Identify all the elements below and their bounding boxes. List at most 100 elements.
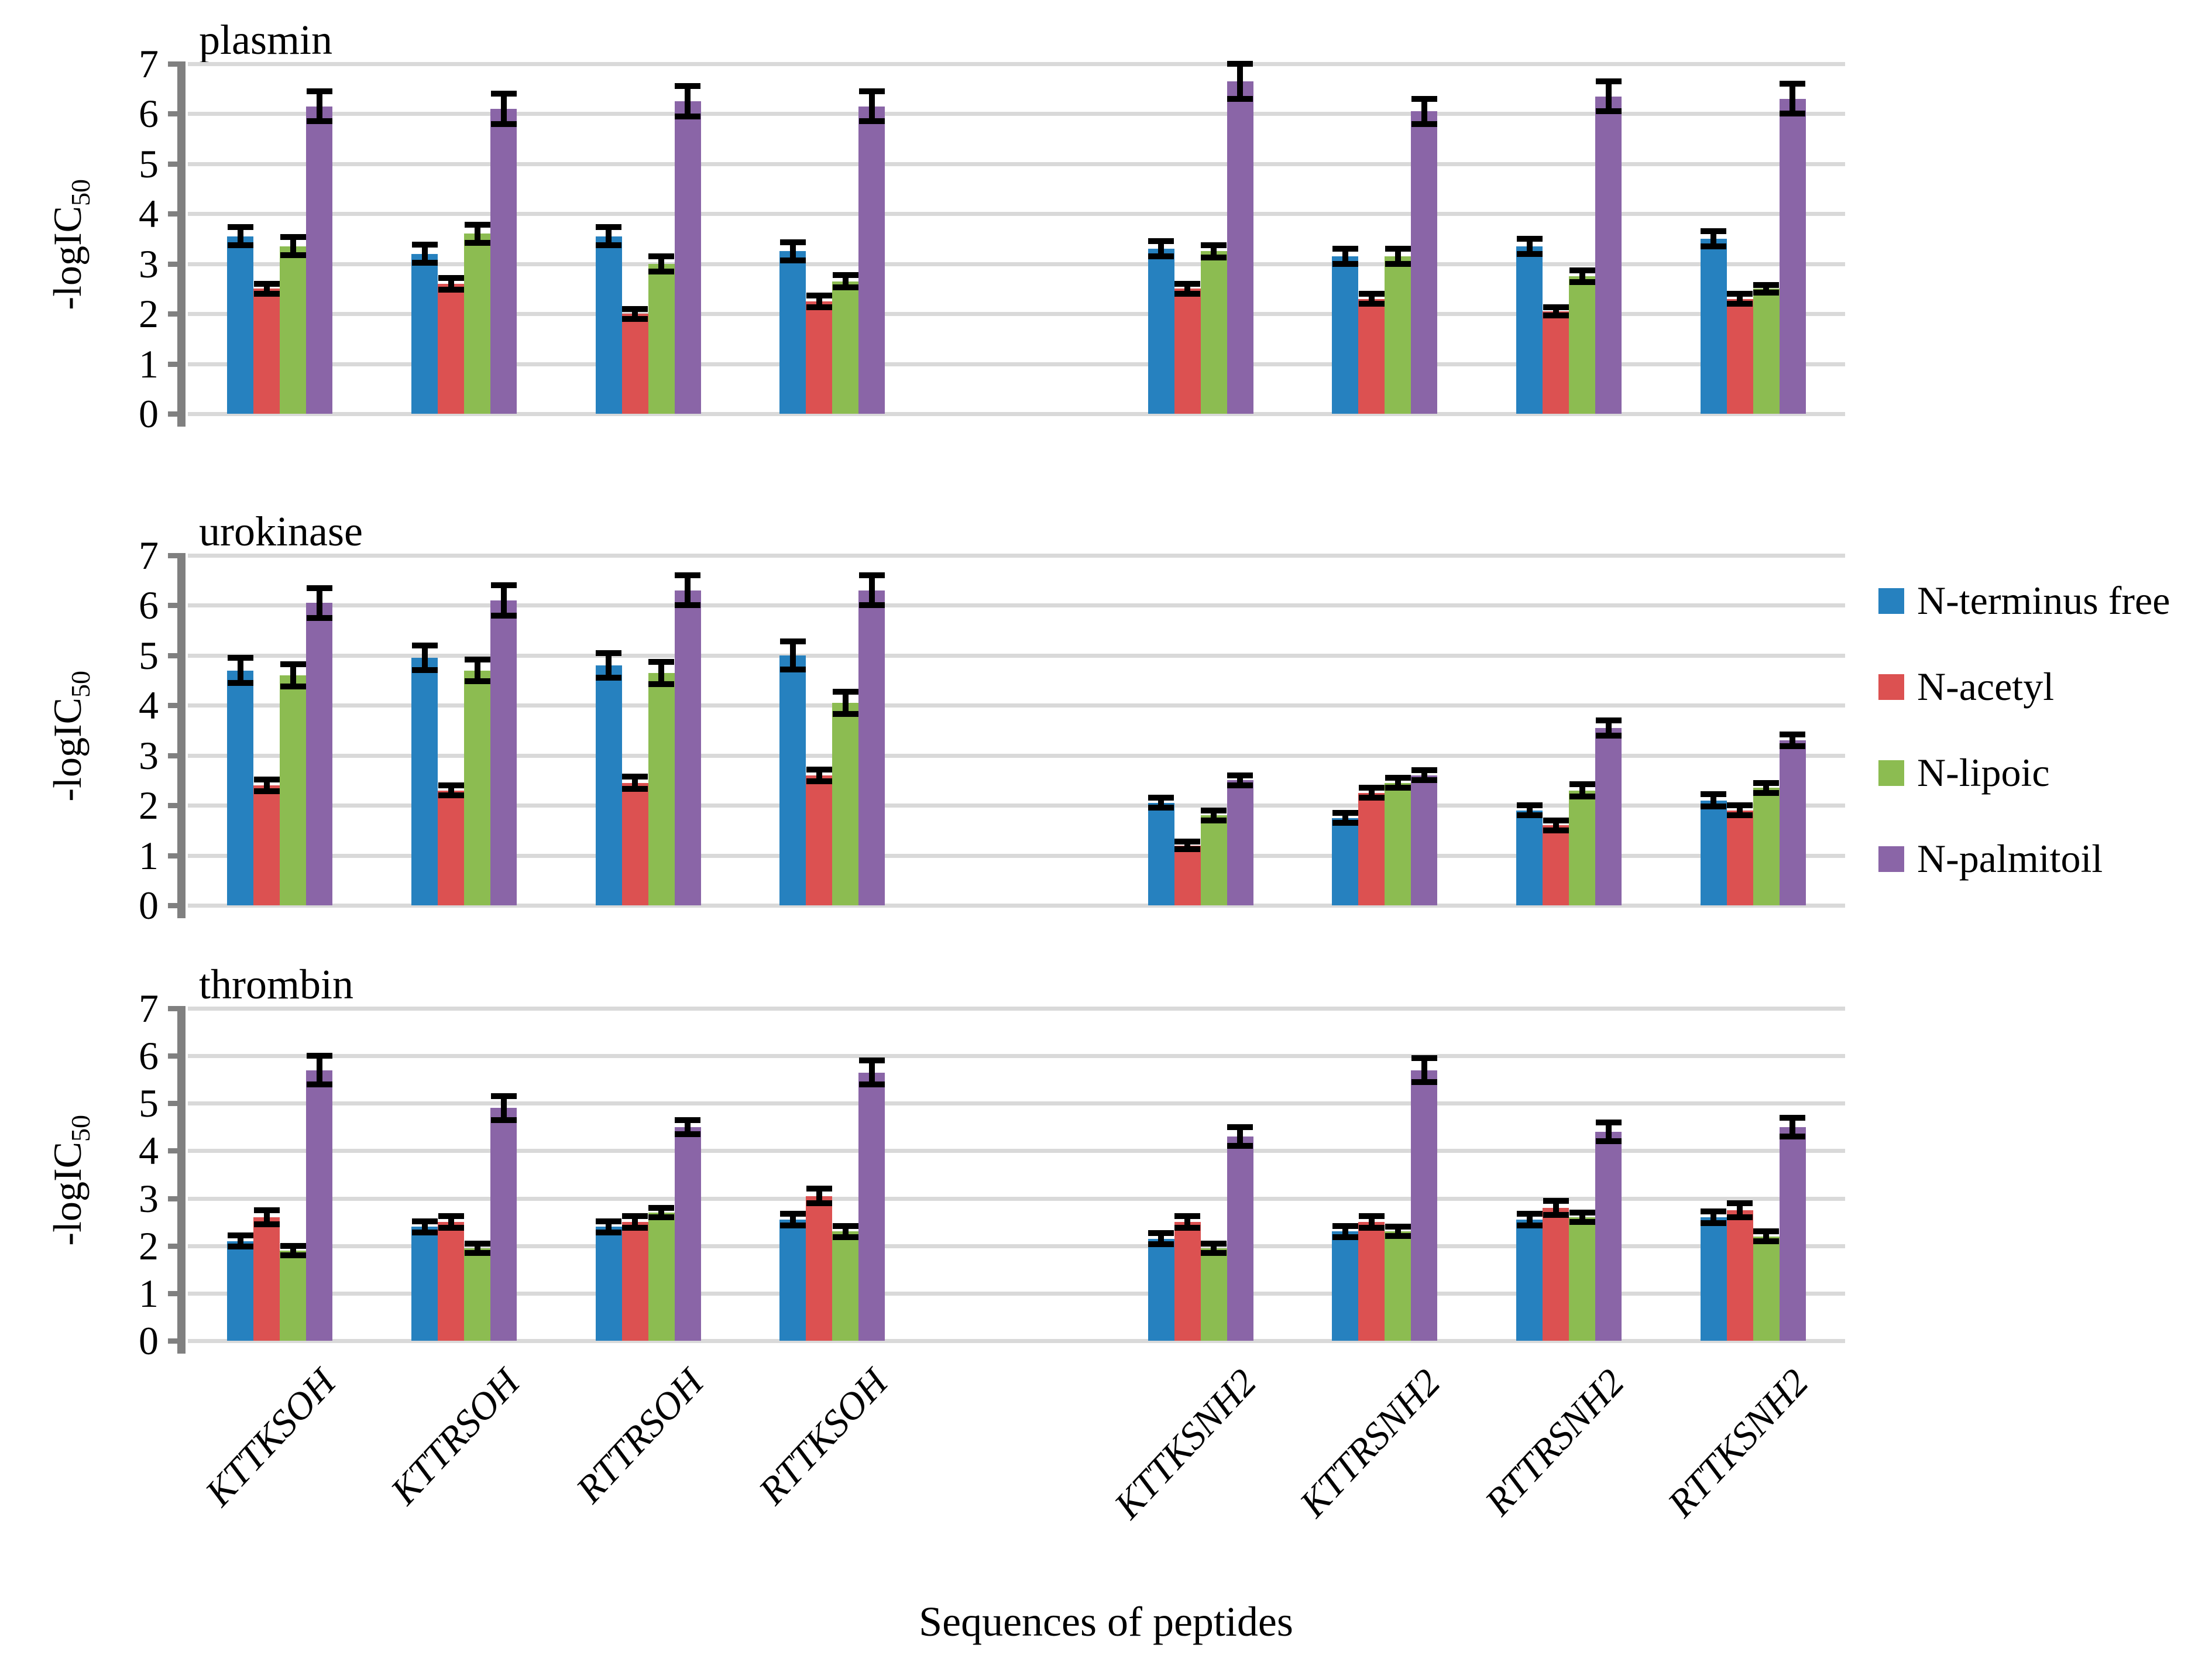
error-bar-cap	[779, 666, 806, 672]
bar-N-terminus-free-RTTKSOH	[779, 251, 806, 414]
y-tick-label: 6	[139, 91, 159, 136]
y-axis-tick	[168, 361, 186, 367]
error-bar-cap	[1753, 281, 1780, 288]
legend-item: N-lipoic	[1878, 750, 2050, 796]
error-bar-cap	[1569, 1209, 1595, 1216]
x-category-label-RTTKSNH2: RTTKSNH2	[1660, 1361, 1817, 1526]
error-bar-cap	[596, 224, 622, 231]
bar-N-terminus-free-KTTRSOH	[411, 253, 438, 414]
error-bar	[253, 776, 280, 795]
error-bar-cap	[675, 113, 701, 119]
error-bar-whisker	[816, 772, 822, 779]
error-bar	[675, 1117, 701, 1137]
x-category-label-RTTKSOH: RTTKSOH	[750, 1361, 897, 1513]
error-bar-cap	[1201, 1249, 1227, 1256]
y-axis-tick	[168, 1243, 186, 1249]
error-bar-whisker	[1789, 737, 1796, 744]
error-bar-cap	[1332, 260, 1358, 267]
error-bar-cap	[1411, 767, 1437, 774]
gridline	[188, 62, 1845, 66]
error-bar-cap	[411, 260, 438, 266]
error-bar-whisker	[316, 1059, 322, 1081]
error-bar-cap	[1227, 61, 1253, 67]
error-bar-cap	[1411, 95, 1437, 102]
error-bar-cap	[1753, 1228, 1780, 1235]
error-bar-whisker	[1368, 1219, 1375, 1225]
error-bar	[490, 1093, 517, 1123]
y-tick-label: 0	[139, 392, 159, 436]
error-bar	[779, 1211, 806, 1228]
error-bar-cap	[464, 1240, 490, 1247]
bar-N-palmitoil-KTTRSNH2	[1411, 775, 1438, 905]
error-bar-cap	[779, 257, 806, 263]
y-axis-tick	[168, 311, 186, 317]
bar-N-acetyl-KTTRSOH	[438, 790, 464, 905]
error-bar-whisker	[1184, 286, 1191, 291]
error-bar	[622, 774, 648, 792]
error-bar	[438, 1213, 464, 1231]
legend-item: N-acetyl	[1878, 664, 2054, 710]
bar-N-palmitoil-RTTKSOH	[858, 590, 885, 905]
error-bar-cap	[1385, 260, 1411, 267]
bar-N-acetyl-KTTKSNH2	[1174, 845, 1201, 905]
error-bar-whisker	[632, 1219, 638, 1225]
x-axis-title: Sequences of peptides	[919, 1598, 1293, 1645]
error-bar	[1516, 1211, 1543, 1228]
error-bar-cap	[1569, 781, 1595, 788]
error-bar-cap	[648, 681, 675, 687]
bar-N-palmitoil-KTTRSNH2	[1411, 1070, 1438, 1341]
error-bar	[1358, 785, 1385, 801]
error-bar	[1174, 838, 1201, 853]
x-category-label-KTTKSOH: KTTKSOH	[197, 1361, 344, 1515]
gridline	[188, 1101, 1845, 1106]
error-bar	[806, 766, 832, 785]
error-bar-cap	[1148, 1230, 1174, 1236]
bar-N-palmitoil-KTTKSOH	[306, 106, 333, 414]
error-bar-cap	[1516, 812, 1543, 819]
error-bar	[1358, 1213, 1385, 1231]
bar-N-lipoic-RTTKSNH2	[1753, 788, 1780, 905]
error-bar-cap	[253, 1207, 280, 1213]
error-bar-cap	[411, 1229, 438, 1235]
error-bar-whisker	[1342, 252, 1348, 261]
error-bar-cap	[464, 1249, 490, 1256]
error-bar	[280, 1242, 306, 1258]
bar-N-acetyl-RTTKSOH	[806, 775, 833, 905]
error-bar-whisker	[632, 780, 638, 786]
error-bar-cap	[1753, 1238, 1780, 1244]
gridline	[188, 653, 1845, 658]
bar-N-palmitoil-RTTRSNH2	[1595, 727, 1622, 905]
bar-N-lipoic-RTTKSOH	[832, 1231, 859, 1341]
error-bar	[1411, 1055, 1437, 1085]
error-bar-cap	[1174, 1224, 1201, 1231]
bar-N-lipoic-RTTRSNH2	[1569, 276, 1595, 414]
error-bar-whisker	[1552, 1203, 1559, 1212]
bar-N-lipoic-KTTRSNH2	[1385, 256, 1411, 414]
error-bar-whisker	[1237, 67, 1244, 96]
error-bar	[1332, 246, 1358, 267]
gridline	[188, 603, 1845, 608]
error-bar-cap	[1227, 772, 1253, 778]
error-bar-cap	[1780, 731, 1806, 737]
error-bar	[779, 638, 806, 672]
error-bar-cap	[227, 224, 253, 231]
error-bar-cap	[464, 656, 490, 662]
error-bar-cap	[1358, 290, 1385, 297]
bar-N-acetyl-KTTRSOH	[438, 1222, 464, 1341]
error-bar-cap	[1148, 1241, 1174, 1248]
bar-N-palmitoil-RTTRSOH	[674, 101, 701, 414]
gridline	[188, 853, 1845, 858]
error-bar-whisker	[1211, 1246, 1217, 1250]
error-bar-whisker	[1184, 1219, 1191, 1225]
error-bar-whisker	[500, 97, 507, 121]
error-bar-whisker	[316, 94, 322, 119]
bar-N-terminus-free-KTTKSNH2	[1148, 249, 1174, 414]
error-bar-cap	[306, 1081, 332, 1087]
error-bar	[1516, 236, 1543, 257]
error-bar-cap	[1595, 78, 1622, 84]
error-bar-cap	[490, 121, 517, 127]
y-tick-label: 7	[139, 533, 159, 578]
error-bar-whisker	[868, 1063, 875, 1081]
chart-title-thrombin: thrombin	[199, 961, 353, 1008]
